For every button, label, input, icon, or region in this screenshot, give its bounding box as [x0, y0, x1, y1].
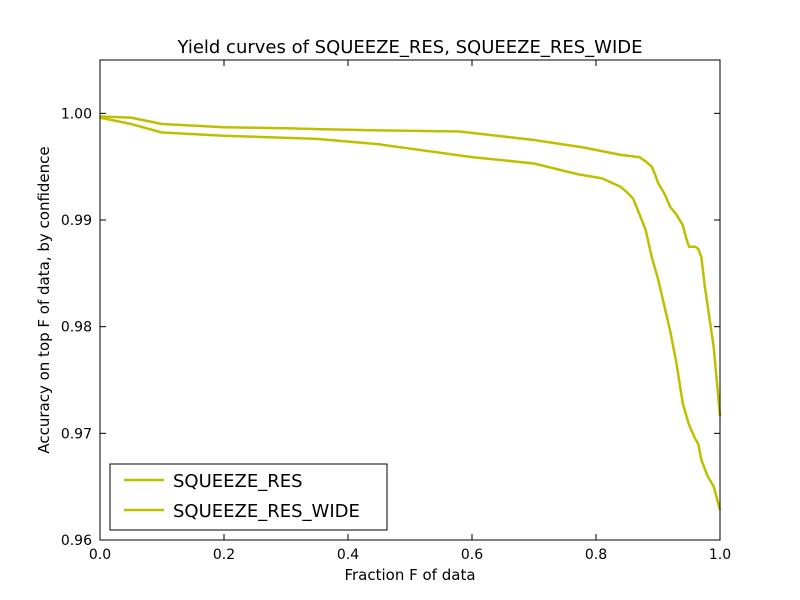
x-tick-label: 1.0	[709, 547, 731, 563]
x-tick-label: 0.6	[461, 547, 483, 563]
chart-title: Yield curves of SQUEEZE_RES, SQUEEZE_RES…	[176, 37, 642, 58]
x-tick-label: 0.0	[89, 547, 111, 563]
y-axis-label: Accuracy on top F of data, by confidence	[35, 146, 53, 453]
y-tick-label: 0.99	[61, 213, 92, 229]
y-tick-label: 0.98	[61, 320, 92, 336]
legend-frame	[109, 463, 388, 531]
series-layer	[99, 115, 722, 511]
y-tick-label: 0.97	[61, 426, 92, 442]
x-axis-label: Fraction F of data	[344, 566, 475, 584]
y-tick-label: 1.00	[61, 106, 92, 122]
plot-area	[100, 60, 720, 540]
legend: SQUEEZE_RES SQUEEZE_RES_WIDE	[109, 463, 388, 531]
series-line-squeeze-res-wide	[99, 116, 722, 511]
legend-label-squeeze-res-wide: SQUEEZE_RES_WIDE	[173, 501, 360, 522]
x-axis-ticks: 0.0 0.2 0.4 0.6 0.8 1.0	[89, 60, 731, 563]
x-tick-label: 0.8	[585, 547, 607, 563]
y-tick-label: 0.96	[61, 533, 92, 549]
series-line-squeeze-res	[99, 115, 722, 417]
legend-label-squeeze-res: SQUEEZE_RES	[173, 471, 303, 492]
plot-frame	[99, 59, 721, 541]
y-axis-ticks: 0.96 0.97 0.98 0.99 1.00	[61, 106, 720, 549]
x-tick-label: 0.2	[213, 547, 235, 563]
x-tick-label: 0.4	[337, 547, 359, 563]
